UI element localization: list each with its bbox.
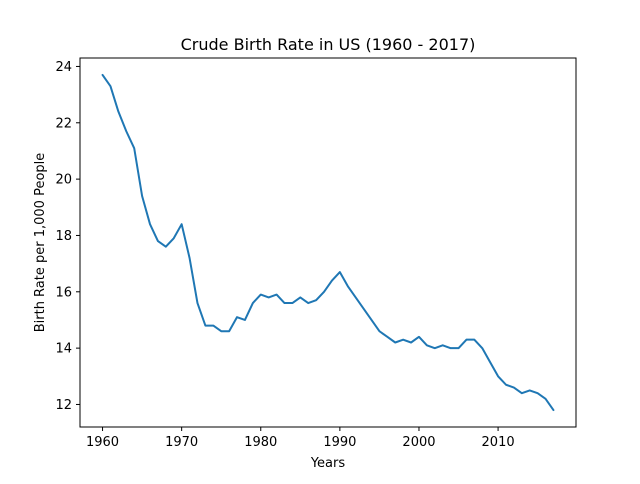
x-tick-label: 1990 [323,435,356,450]
x-tick-label: 1960 [86,435,119,450]
data-point [418,336,420,338]
data-point [529,389,531,391]
data-point [458,347,460,349]
data-point [513,387,515,389]
data-point [473,339,475,341]
data-point [434,347,436,349]
data-point [252,302,254,304]
data-point [323,291,325,293]
data-point [141,195,143,197]
y-tick-label: 14 [55,342,72,357]
x-tick-label: 2000 [402,435,435,450]
x-tick-label: 1980 [244,435,277,450]
data-point [165,246,167,248]
data-point [307,302,309,304]
data-point [545,398,547,400]
data-point [481,347,483,349]
data-point [196,302,198,304]
data-point [109,85,111,87]
data-point [204,325,206,327]
data-point [283,302,285,304]
data-point [212,325,214,327]
data-point [347,285,349,287]
data-point [489,361,491,363]
data-point [355,296,357,298]
y-tick-label: 24 [55,60,72,75]
y-tick-label: 16 [55,285,72,300]
data-point [291,302,293,304]
data-point [331,280,333,282]
data-point [402,339,404,341]
chart-title: Crude Birth Rate in US (1960 - 2017) [181,35,476,54]
data-point [450,347,452,349]
data-point [276,294,278,296]
data-point [260,294,262,296]
data-point [505,384,507,386]
data-point [339,271,341,273]
data-point [228,330,230,332]
data-point [117,111,119,113]
data-point [268,296,270,298]
x-tick-label: 2010 [482,435,515,450]
data-point [181,223,183,225]
data-point [537,392,539,394]
data-point [465,339,467,341]
ticks-layer: 1960 1970 1980 1990 2000 2010 12 14 16 18 20 22 24 [55,60,514,450]
axes-frame [79,57,577,428]
data-point [133,147,135,149]
data-point [371,319,373,321]
data-point [299,296,301,298]
data-point [149,223,151,225]
series-layer [101,73,555,412]
data-point [244,319,246,321]
data-point [386,336,388,338]
y-axis-label: Birth Rate per 1,000 People [33,153,48,333]
data-point [442,344,444,346]
data-point [236,316,238,318]
data-point [157,240,159,242]
data-point [125,130,127,132]
data-point [552,409,554,411]
data-point [426,344,428,346]
series-line [101,73,555,412]
data-point [497,375,499,377]
data-point [521,392,523,394]
data-point [102,74,104,76]
data-point [220,330,222,332]
data-point [410,342,412,344]
data-point [394,342,396,344]
y-tick-label: 12 [55,398,72,413]
data-point [363,308,365,310]
data-point [315,299,317,301]
data-point [378,330,380,332]
y-tick-label: 18 [55,229,72,244]
x-axis-label: Years [310,456,346,471]
x-tick-label: 1970 [165,435,198,450]
y-tick-label: 20 [55,173,72,188]
data-point [189,257,191,259]
y-tick-label: 22 [55,116,72,131]
data-point [173,237,175,239]
